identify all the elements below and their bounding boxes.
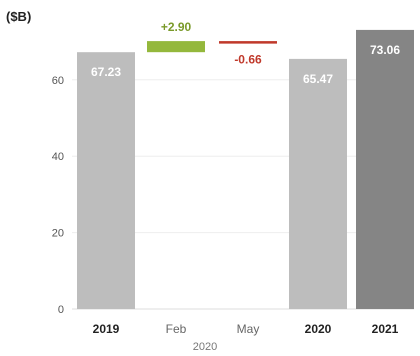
y-tick-label: 20	[52, 228, 64, 240]
unit-label: ($B)	[6, 9, 31, 24]
bar-2021	[356, 29, 414, 310]
x-tick-label-may: May	[237, 322, 260, 336]
x-tick-label-2019: 2019	[93, 322, 120, 336]
y-tick-label: 0	[58, 304, 64, 316]
bar-may	[219, 41, 277, 44]
y-axis-ticks: 0 20 40 60	[52, 75, 64, 316]
data-label-2019: 67.23	[91, 65, 121, 79]
bar-2020	[289, 58, 347, 309]
data-label-2020: 65.47	[303, 72, 333, 86]
bar-feb	[147, 41, 205, 53]
data-label-may: -0.66	[234, 53, 262, 67]
bar-2019	[77, 52, 135, 310]
data-label-feb: +2.90	[161, 20, 192, 34]
y-tick-label: 60	[52, 75, 64, 87]
data-labels: 67.23 +2.90 -0.66 65.47 73.06	[91, 20, 400, 86]
bars	[77, 29, 414, 310]
y-tick-label: 40	[52, 151, 64, 163]
data-label-2021: 73.06	[370, 43, 400, 57]
x-tick-label-feb: Feb	[166, 322, 187, 336]
group-label: 2020	[193, 341, 217, 353]
x-axis-labels: 2019 Feb May 2020 2021	[93, 322, 399, 336]
x-tick-label-2020: 2020	[305, 322, 332, 336]
x-tick-label-2021: 2021	[372, 322, 399, 336]
